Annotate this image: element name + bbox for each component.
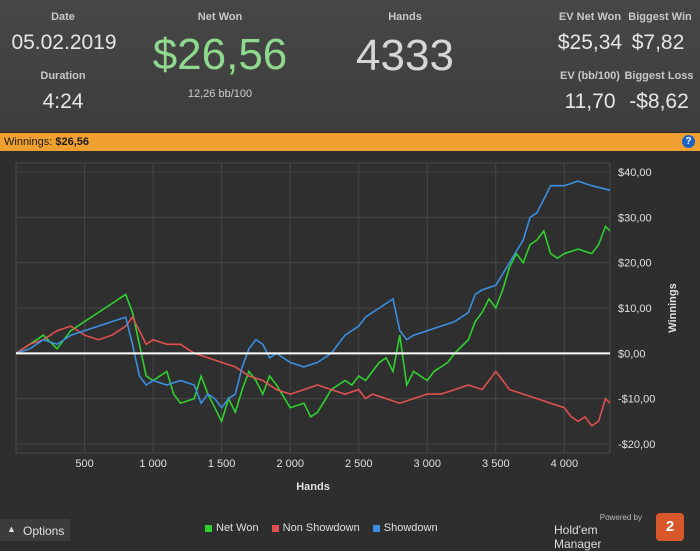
date-value: 05.02.2019 — [11, 31, 117, 54]
x-tick-label: 2 000 — [276, 458, 304, 470]
y-tick-label: $20,00 — [618, 258, 652, 270]
legend-swatch — [271, 524, 279, 532]
x-tick-label: 500 — [75, 458, 93, 470]
date-label: Date — [51, 11, 75, 23]
y-tick-label: -$10,00 — [618, 394, 655, 406]
x-tick-label: 3 000 — [413, 458, 441, 470]
x-tick-label: 3 500 — [482, 458, 510, 470]
y-tick-label: $10,00 — [618, 303, 652, 315]
help-icon[interactable]: ? — [682, 135, 695, 148]
series-line-net-won — [15, 224, 611, 424]
x-tick-label: 2 500 — [345, 458, 373, 470]
y-tick-label: $0,00 — [618, 348, 646, 360]
ev-net-won-label: EV Net Won — [558, 11, 622, 23]
y-axis-label: Winnings — [667, 283, 679, 332]
x-axis-label: Hands — [296, 481, 330, 493]
legend-item-non-showdown[interactable]: Non Showdown — [271, 522, 360, 534]
chart-area: 500 1 000 1 500 2 000 2 500 3 000 3 500 4 000 -… — [0, 151, 700, 511]
biggest-win-label: Biggest Win — [628, 11, 692, 23]
duration-label: Duration — [40, 70, 86, 82]
winnings-label: Winnings: — [4, 136, 53, 148]
series-line-non-showdown — [15, 315, 611, 427]
hands-label: Hands — [388, 11, 422, 23]
brand-badge: Powered by Hold'em Manager 2 — [554, 510, 684, 551]
series-line-showdown — [15, 180, 611, 410]
x-tick-label: 4 000 — [551, 458, 579, 470]
chart-legend: Net Won Non Showdown Showdown — [205, 522, 448, 534]
y-axis-ticks: -$20,00 -$10,00 $0,00 $10,00 $20,00 $30,00 $40… — [618, 167, 655, 451]
winnings-bar: Winnings: $26,56 ? — [0, 133, 700, 151]
legend-item-showdown[interactable]: Showdown — [372, 522, 438, 534]
legend-swatch — [205, 524, 212, 532]
y-tick-label: $40,00 — [618, 167, 652, 179]
duration-value: 4:24 — [42, 90, 84, 113]
net-won-bb100: 12,26 bb/100 — [187, 88, 253, 100]
options-button[interactable]: ▲ Options — [0, 519, 70, 541]
y-tick-label: $30,00 — [618, 212, 652, 224]
biggest-loss-label: Biggest Loss — [624, 70, 694, 82]
hm2-logo-icon: 2 — [656, 513, 684, 541]
legend-swatch — [372, 524, 380, 532]
x-axis-ticks: 500 1 000 1 500 2 000 2 500 3 000 3 500 4 000 — [75, 458, 578, 470]
legend-item-net-won[interactable]: Net Won — [205, 522, 259, 534]
winnings-chart: 500 1 000 1 500 2 000 2 500 3 000 3 500 4 000 -… — [15, 162, 679, 493]
net-won-label: Net Won — [197, 11, 243, 23]
x-tick-label: 1 500 — [208, 458, 236, 470]
y-tick-label: -$20,00 — [618, 439, 655, 451]
net-won-value: $26,56 — [152, 30, 288, 79]
hands-value: 4333 — [356, 31, 454, 80]
ev-bb100-value: 11,70 — [564, 90, 616, 113]
x-tick-label: 1 000 — [139, 458, 167, 470]
options-label: Options — [23, 524, 65, 538]
footer-bar — [0, 511, 700, 551]
brand-name: Hold'em Manager — [554, 523, 602, 551]
biggest-win-value: $7,82 — [631, 31, 685, 54]
ev-net-won-value: $25,34 — [557, 31, 623, 54]
stats-panel: Date 05.02.2019 Duration 4:24 Net Won $2… — [0, 0, 700, 132]
ev-bb100-label: EV (bb/100) — [560, 70, 620, 82]
winnings-value: $26,56 — [55, 136, 90, 148]
biggest-loss-value: -$8,62 — [629, 90, 689, 113]
powered-by-text: Powered by — [599, 513, 642, 522]
caret-up-icon: ▲ — [7, 524, 16, 534]
chart-series — [15, 180, 611, 427]
